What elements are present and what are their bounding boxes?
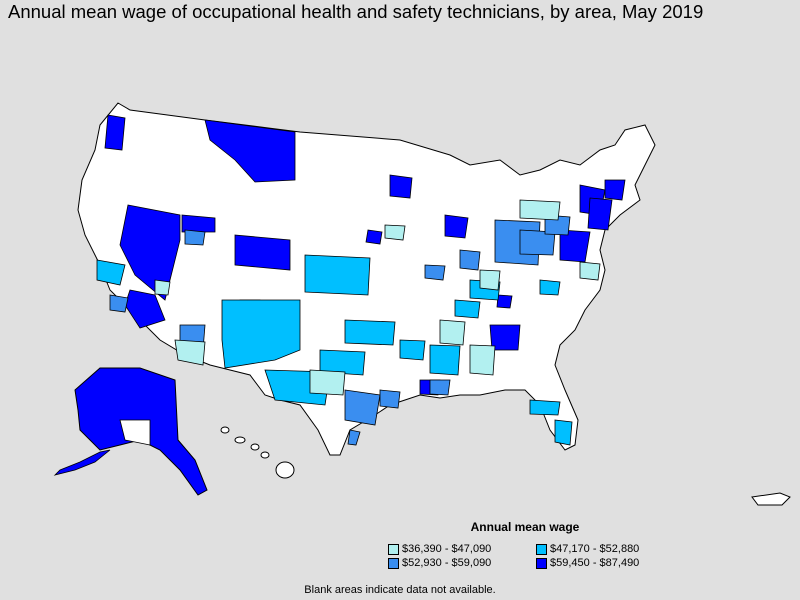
- hawaii-islands: [220, 426, 295, 479]
- legend-label-tier-2: $47,170 - $52,880: [550, 543, 640, 555]
- legend-title: Annual mean wage: [470, 520, 580, 534]
- map-legend: Annual mean wage $36,390 - $47,090 $47,1…: [380, 520, 670, 569]
- puerto-rico: [751, 492, 791, 506]
- legend-swatch-tier-1: [388, 543, 399, 555]
- legend-swatch-tier-4: [536, 557, 547, 569]
- wage-tier-1-regions: [154, 199, 601, 396]
- legend-item-tier-4: $59,450 - $87,490: [536, 557, 678, 569]
- legend-label-tier-4: $59,450 - $87,490: [550, 557, 640, 569]
- legend-label-tier-1: $36,390 - $47,090: [402, 543, 492, 555]
- legend-swatch-tier-2: [536, 543, 547, 555]
- legend-swatch-tier-3: [388, 557, 399, 569]
- wage-tier-4-regions: [104, 114, 626, 396]
- alaska-blank-area: [119, 419, 151, 446]
- legend-item-tier-1: $36,390 - $47,090: [388, 543, 536, 555]
- legend-label-tier-3: $52,930 - $59,090: [402, 557, 492, 569]
- legend-item-tier-2: $47,170 - $52,880: [536, 543, 678, 555]
- footnote: Blank areas indicate data not available.: [304, 584, 496, 596]
- map-title: Annual mean wage of occupational health …: [8, 1, 704, 22]
- alaska-peninsula: [53, 449, 111, 476]
- legend-item-tier-3: $52,930 - $59,090: [388, 557, 536, 569]
- wage-tier-3-regions: [109, 214, 571, 446]
